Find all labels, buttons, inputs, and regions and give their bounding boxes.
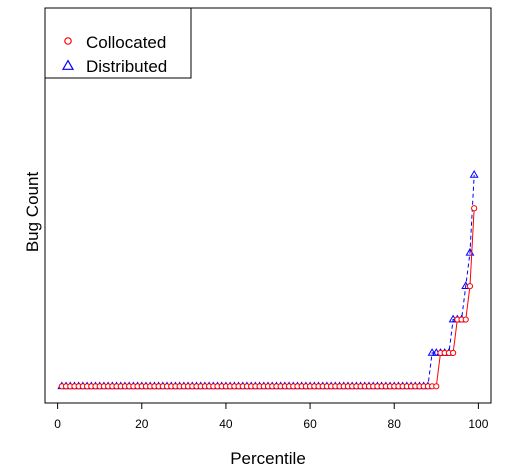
legend-label-collocated: Collocated (86, 33, 166, 52)
point-distributed-89 (427, 348, 437, 356)
x-tick-label-80: 80 (388, 417, 402, 431)
legend-label-distributed: Distributed (86, 57, 167, 76)
legend-symbol-collocated (64, 37, 72, 45)
point-collocated-90 (433, 383, 440, 390)
series-distributed (57, 170, 479, 390)
legend-items (61, 37, 75, 70)
y-axis-title: Bug Count (23, 172, 42, 253)
series-line-distributed (61, 174, 475, 387)
point-collocated-97 (462, 316, 469, 323)
legend-symbol-distributed (61, 59, 75, 70)
x-tick-label-100: 100 (468, 417, 488, 431)
legend: Collocated Distributed (44, 7, 192, 79)
plot-frame (44, 7, 492, 404)
x-tick-label-0: 0 (54, 417, 61, 431)
x-axis: 0 20 40 60 80 100 (54, 403, 489, 431)
point-collocated-98 (466, 283, 474, 290)
x-axis-title: Percentile (230, 449, 306, 468)
series-collocated (58, 205, 478, 390)
point-collocated-94 (450, 349, 457, 357)
point-collocated-99 (471, 205, 478, 212)
x-tick-label-20: 20 (135, 417, 149, 431)
x-tick-label-60: 60 (303, 417, 317, 431)
series-layer (57, 170, 479, 390)
point-distributed-99 (469, 170, 479, 178)
x-tick-label-40: 40 (219, 417, 233, 431)
series-line-collocated (61, 208, 475, 387)
